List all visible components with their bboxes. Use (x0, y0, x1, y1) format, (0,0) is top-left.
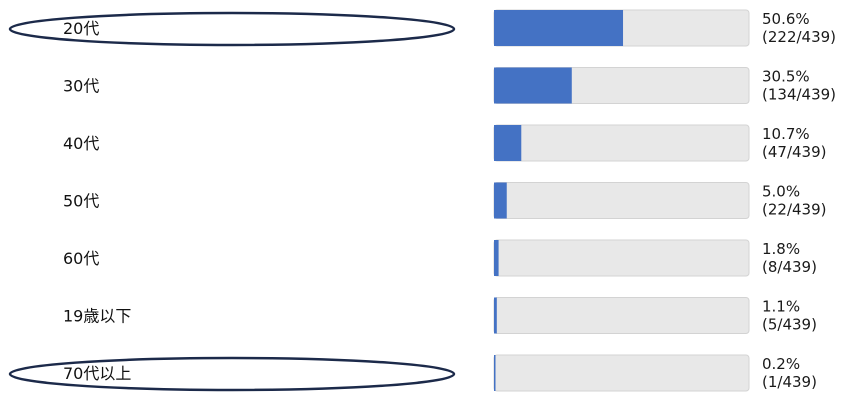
count-label: (47/439) (762, 143, 826, 161)
bar-track (493, 354, 750, 392)
count-label: (8/439) (762, 258, 817, 276)
category-label: 70代以上 (63, 364, 131, 383)
percentage-label: 1.8% (762, 240, 800, 258)
bar (494, 67, 572, 104)
bar (494, 10, 624, 46)
percentage-label: 0.2% (762, 355, 800, 373)
bar-track (493, 182, 750, 219)
category-label: 50代 (63, 192, 99, 211)
highlight-ellipse (8, 11, 456, 47)
category-label: 60代 (63, 249, 99, 268)
highlight-ellipse (8, 356, 456, 392)
percentage-label: 5.0% (762, 183, 800, 201)
count-label: (22/439) (762, 201, 826, 219)
count-label: (222/439) (762, 28, 836, 46)
category-label: 30代 (63, 77, 99, 96)
bar (494, 240, 499, 276)
count-label: (1/439) (762, 373, 817, 391)
bar (494, 355, 496, 391)
bar-track (493, 297, 750, 334)
category-label: 19歳以下 (63, 307, 131, 326)
percentage-label: 10.7% (762, 125, 810, 143)
bar-track (493, 124, 750, 162)
bar (494, 125, 522, 161)
bar-track (493, 239, 750, 277)
category-label: 40代 (63, 134, 99, 153)
bar (494, 297, 497, 334)
category-label: 20代 (63, 19, 99, 38)
percentage-label: 30.5% (762, 68, 810, 86)
percentage-label: 1.1% (762, 298, 800, 316)
percentage-label: 50.6% (762, 10, 810, 28)
bar (494, 182, 507, 219)
count-label: (5/439) (762, 316, 817, 334)
count-label: (134/439) (762, 86, 836, 104)
